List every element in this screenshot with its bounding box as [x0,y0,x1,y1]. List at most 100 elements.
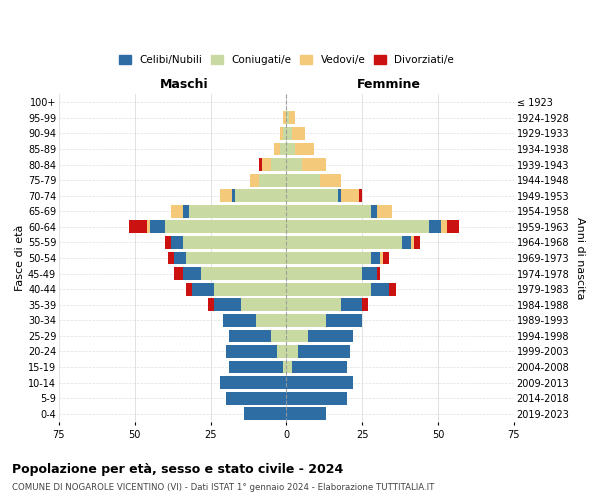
Bar [286,252,371,264]
Bar [171,236,183,249]
Bar [259,174,286,186]
Bar [377,267,380,280]
Bar [214,298,241,311]
Bar [259,158,262,171]
Bar [190,205,286,218]
Bar [147,220,150,234]
Bar [410,236,414,249]
Bar [241,298,286,311]
Bar [193,283,214,296]
Bar [414,236,420,249]
Bar [401,236,410,249]
Bar [371,252,380,264]
Bar [286,220,429,234]
Bar [262,158,271,171]
Bar [286,376,353,389]
Bar [289,112,295,124]
Bar [308,330,353,342]
Bar [286,267,362,280]
Bar [286,314,326,326]
Bar [292,127,305,140]
Bar [220,190,232,202]
Bar [377,205,392,218]
Text: Popolazione per età, sesso e stato civile - 2024: Popolazione per età, sesso e stato civil… [12,462,343,475]
Bar [286,174,320,186]
Bar [186,283,193,296]
Bar [271,158,286,171]
Bar [429,220,441,234]
Bar [214,283,286,296]
Bar [302,158,326,171]
Bar [441,220,447,234]
Bar [226,345,277,358]
Bar [371,283,389,296]
Bar [389,283,395,296]
Bar [183,267,202,280]
Bar [298,345,350,358]
Bar [286,112,289,124]
Bar [229,360,283,374]
Bar [271,330,286,342]
Bar [220,376,286,389]
Bar [286,360,292,374]
Bar [320,174,341,186]
Bar [286,127,292,140]
Bar [338,190,341,202]
Bar [250,174,259,186]
Bar [362,267,377,280]
Bar [174,267,183,280]
Bar [286,236,401,249]
Bar [280,127,283,140]
Bar [244,408,286,420]
Bar [165,236,171,249]
Text: Maschi: Maschi [160,78,208,92]
Bar [232,190,235,202]
Bar [235,190,286,202]
Bar [186,252,286,264]
Bar [280,142,286,156]
Bar [202,267,286,280]
Bar [341,298,362,311]
Bar [286,190,338,202]
Bar [183,205,190,218]
Bar [383,252,389,264]
Bar [283,127,286,140]
Bar [226,392,286,404]
Bar [286,330,308,342]
Bar [371,205,377,218]
Bar [171,205,183,218]
Bar [292,360,347,374]
Text: COMUNE DI NOGAROLE VICENTINO (VI) - Dati ISTAT 1° gennaio 2024 - Elaborazione TU: COMUNE DI NOGAROLE VICENTINO (VI) - Dati… [12,484,434,492]
Bar [229,330,271,342]
Bar [168,252,174,264]
Bar [295,142,314,156]
Bar [362,298,368,311]
Bar [286,205,371,218]
Bar [150,220,165,234]
Bar [128,220,147,234]
Bar [359,190,362,202]
Bar [286,392,347,404]
Bar [286,142,295,156]
Bar [174,252,186,264]
Bar [283,360,286,374]
Bar [274,142,280,156]
Bar [286,408,326,420]
Y-axis label: Anni di nascita: Anni di nascita [575,217,585,300]
Bar [256,314,286,326]
Bar [341,190,359,202]
Legend: Celibi/Nubili, Coniugati/e, Vedovi/e, Divorziati/e: Celibi/Nubili, Coniugati/e, Vedovi/e, Di… [116,53,456,67]
Bar [165,220,286,234]
Bar [183,236,286,249]
Bar [208,298,214,311]
Bar [286,158,302,171]
Bar [286,345,298,358]
Text: Femmine: Femmine [357,78,421,92]
Bar [223,314,256,326]
Y-axis label: Fasce di età: Fasce di età [15,225,25,291]
Bar [326,314,362,326]
Bar [283,112,286,124]
Bar [380,252,383,264]
Bar [277,345,286,358]
Bar [447,220,459,234]
